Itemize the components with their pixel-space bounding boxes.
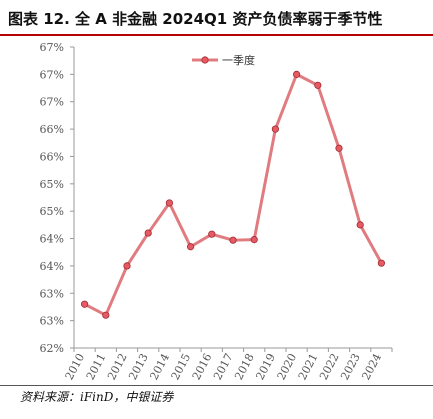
x-tick-label: 2018 bbox=[232, 351, 257, 382]
data-point bbox=[356, 221, 364, 229]
x-tick-label: 2015 bbox=[169, 351, 194, 382]
legend-label: 一季度 bbox=[222, 53, 255, 67]
data-point bbox=[314, 81, 322, 89]
data-point bbox=[377, 259, 385, 267]
x-tick-label: 2017 bbox=[211, 351, 236, 382]
y-tick-label: 62% bbox=[40, 342, 64, 355]
y-tick-label: 63% bbox=[40, 315, 64, 328]
y-tick-label: 65% bbox=[40, 205, 64, 218]
data-point bbox=[229, 236, 237, 244]
series-line bbox=[83, 72, 383, 317]
x-tick-label: 2022 bbox=[317, 351, 342, 382]
title-rule bbox=[0, 34, 433, 36]
data-point bbox=[271, 125, 279, 133]
x-tick-label: 2010 bbox=[63, 351, 88, 382]
y-tick-label: 66% bbox=[40, 150, 64, 163]
data-point bbox=[187, 243, 195, 251]
y-tick-label: 64% bbox=[40, 233, 64, 246]
data-point bbox=[81, 300, 89, 308]
y-tick-label: 65% bbox=[40, 178, 64, 191]
x-tick-label: 2014 bbox=[147, 351, 172, 382]
y-tick-label: 63% bbox=[40, 287, 64, 300]
x-tick-label: 2012 bbox=[105, 351, 130, 382]
data-point bbox=[208, 230, 216, 238]
figure-title: 图表 12. 全 A 非金融 2024Q1 资产负债率弱于季节性 bbox=[8, 10, 383, 28]
data-point bbox=[123, 262, 131, 270]
y-tick-label: 67% bbox=[40, 68, 64, 81]
source-note: 资料来源：iFinD，中银证券 bbox=[20, 390, 174, 404]
x-tick-label: 2013 bbox=[126, 351, 151, 382]
data-point bbox=[144, 229, 152, 237]
y-tick-label: 67% bbox=[40, 96, 64, 109]
source-rule bbox=[0, 385, 433, 386]
x-tick-label: 2016 bbox=[190, 351, 215, 382]
x-tick-label: 2019 bbox=[253, 351, 278, 382]
x-tick-label: 2011 bbox=[84, 351, 109, 382]
data-point bbox=[292, 70, 301, 78]
y-tick-label: 64% bbox=[40, 260, 64, 273]
legend-swatch-marker bbox=[201, 56, 209, 64]
x-tick-label: 2020 bbox=[275, 351, 300, 382]
y-tick-label: 66% bbox=[40, 123, 64, 136]
data-point bbox=[165, 199, 173, 207]
line-chart: 62% 63% 63% 64% 64% 65% 65% 66% 66% 67% 67% 67% 2010… bbox=[40, 41, 393, 382]
data-point bbox=[102, 311, 110, 319]
x-tick-label: 2023 bbox=[338, 351, 363, 382]
x-tick-label: 2024 bbox=[359, 351, 384, 382]
y-tick-label: 67% bbox=[40, 41, 64, 54]
data-point bbox=[250, 236, 258, 244]
x-tick-label: 2021 bbox=[296, 351, 321, 382]
data-point bbox=[335, 144, 343, 152]
